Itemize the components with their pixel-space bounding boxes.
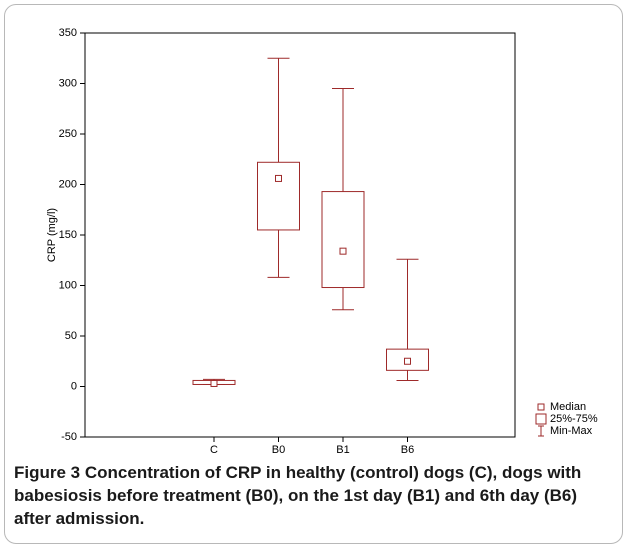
x-tick-label: B0	[272, 444, 285, 456]
y-tick-label: 250	[59, 128, 77, 140]
y-tick-label: -50	[61, 431, 77, 443]
box	[386, 348, 429, 371]
median-marker	[339, 247, 347, 255]
y-tick-label: 100	[59, 279, 77, 291]
median-marker	[404, 357, 411, 365]
legend-label: Min-Max	[550, 425, 593, 437]
y-tick-label: 0	[71, 380, 77, 392]
caption-text: Concentration of CRP in healthy (control…	[14, 463, 582, 528]
x-tick-label: B6	[401, 444, 414, 456]
y-tick-label: 200	[59, 178, 77, 190]
y-axis-label: CRP (mg/l)	[46, 208, 58, 262]
chart: CRP (mg/l) -50 0 50 100 150 200 250 300 350 C B0 B1…	[46, 27, 598, 456]
legend-label: 25%-75%	[550, 413, 598, 425]
y-tick-label: 50	[65, 330, 77, 342]
y-tick-label: 350	[59, 27, 77, 39]
median-marker	[275, 174, 282, 182]
figure-frame	[4, 4, 623, 544]
caption-label: Figure 3	[14, 463, 81, 482]
box	[321, 191, 365, 289]
box	[257, 161, 300, 231]
legend-box-icon	[535, 413, 547, 425]
x-tick-label: B1	[336, 444, 349, 456]
legend-label: Median	[550, 401, 586, 413]
median-marker	[210, 379, 218, 387]
x-tick-label: C	[210, 444, 218, 456]
caption: Figure 3 Concentration of CRP in healthy…	[14, 461, 614, 530]
y-tick-label: 150	[59, 229, 77, 241]
plot-frame	[84, 32, 516, 438]
y-tick-label: 300	[59, 77, 77, 89]
legend-median-icon	[537, 403, 545, 411]
